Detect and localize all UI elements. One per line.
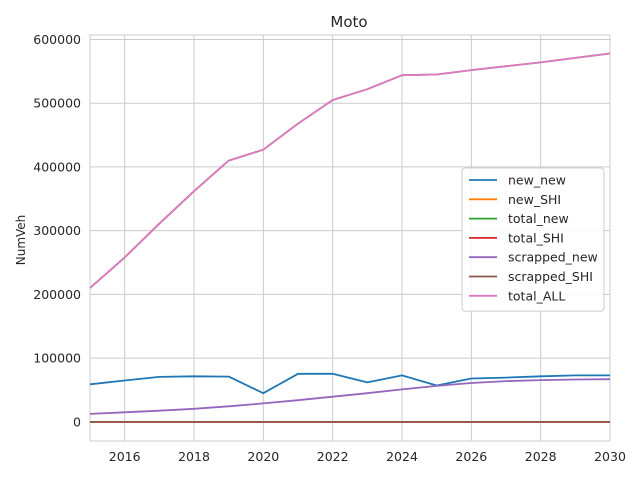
- series-line-scrapped-new: [90, 378, 610, 415]
- y-tick-label: 600000: [33, 32, 81, 47]
- series-line-new-new: [90, 372, 610, 395]
- legend-label: scrapped_SHI: [508, 269, 593, 284]
- legend-box: [461, 167, 605, 312]
- legend-label: new_new: [508, 173, 566, 188]
- series-line-total-ALL: [90, 52, 610, 289]
- y-tick-label: 400000: [33, 159, 81, 174]
- x-tick-label: 2024: [386, 449, 418, 464]
- x-tick-label: 2026: [455, 449, 487, 464]
- legend-label: scrapped_new: [508, 250, 598, 265]
- legend-label: new_SHI: [508, 192, 561, 207]
- x-tick-label: 2028: [525, 449, 557, 464]
- legend-label: total_SHI: [508, 230, 564, 245]
- y-tick-label: 500000: [33, 96, 81, 111]
- y-axis-label: NumVeh: [14, 215, 28, 266]
- y-tick-label: 200000: [33, 287, 81, 302]
- x-tick-label: 2020: [247, 449, 279, 464]
- x-tick-label: 2018: [178, 449, 210, 464]
- x-tick-label: 2016: [109, 449, 141, 464]
- x-tick-label: 2030: [594, 449, 626, 464]
- y-tick-label: 0: [73, 414, 81, 429]
- x-tick-label: 2022: [317, 449, 349, 464]
- legend-label: total_new: [508, 211, 569, 226]
- chart-title: Moto: [330, 13, 367, 31]
- tick-labels: 2016 2018 2020 2022 2024 2026 2028 2030 0 100000 2…: [33, 32, 626, 464]
- y-tick-label: 300000: [33, 223, 81, 238]
- legend-label: total_ALL: [508, 288, 565, 303]
- y-tick-label: 100000: [33, 351, 81, 366]
- legend: new_new new_SHI total_new total_SHI scrapped…: [461, 167, 605, 312]
- series-lines: [90, 52, 610, 423]
